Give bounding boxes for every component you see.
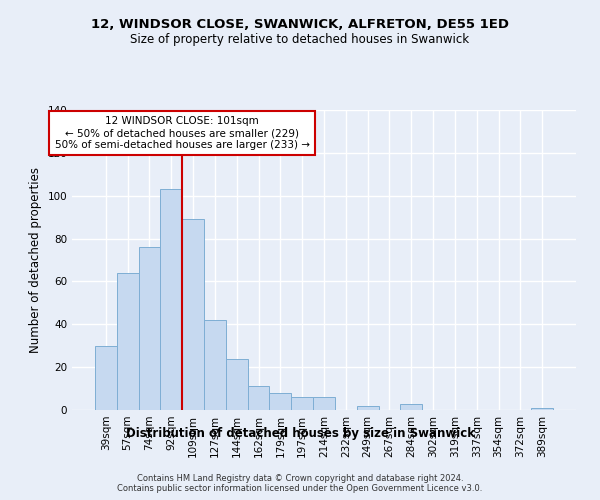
Text: 12, WINDSOR CLOSE, SWANWICK, ALFRETON, DE55 1ED: 12, WINDSOR CLOSE, SWANWICK, ALFRETON, D… xyxy=(91,18,509,30)
Bar xyxy=(226,358,248,410)
Bar xyxy=(269,393,291,410)
Bar xyxy=(531,408,553,410)
Text: 12 WINDSOR CLOSE: 101sqm
← 50% of detached houses are smaller (229)
50% of semi-: 12 WINDSOR CLOSE: 101sqm ← 50% of detach… xyxy=(55,116,310,150)
Bar xyxy=(160,190,182,410)
Bar xyxy=(313,397,335,410)
Bar xyxy=(357,406,379,410)
Text: Contains public sector information licensed under the Open Government Licence v3: Contains public sector information licen… xyxy=(118,484,482,493)
Bar xyxy=(291,397,313,410)
Y-axis label: Number of detached properties: Number of detached properties xyxy=(29,167,42,353)
Bar xyxy=(95,346,117,410)
Bar xyxy=(248,386,269,410)
Bar xyxy=(204,320,226,410)
Text: Size of property relative to detached houses in Swanwick: Size of property relative to detached ho… xyxy=(130,32,470,46)
Bar xyxy=(139,247,160,410)
Text: Contains HM Land Registry data © Crown copyright and database right 2024.: Contains HM Land Registry data © Crown c… xyxy=(137,474,463,483)
Text: Distribution of detached houses by size in Swanwick: Distribution of detached houses by size … xyxy=(125,428,475,440)
Bar xyxy=(400,404,422,410)
Bar xyxy=(182,220,204,410)
Bar xyxy=(117,273,139,410)
